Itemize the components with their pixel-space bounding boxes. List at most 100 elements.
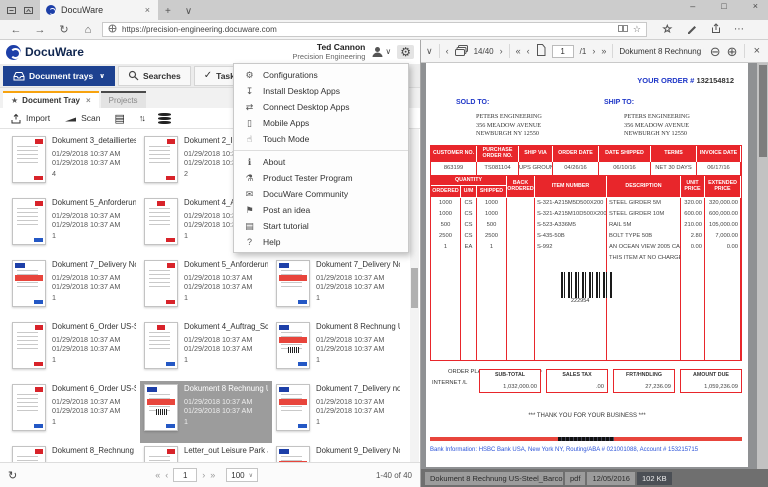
document-info: Dokument 7_Delivery no01/29/2018 10:37 A… (316, 384, 400, 440)
next-page-button[interactable]: › (592, 46, 595, 56)
document-thumbnail[interactable] (276, 260, 310, 307)
document-thumbnail[interactable] (12, 136, 46, 183)
document-item[interactable]: Dokument 7_Delivery No01/29/2018 10:37 A… (272, 257, 404, 319)
tray-tab-document-tray[interactable]: ★ Document Tray × (3, 91, 99, 108)
viewer-close-icon[interactable]: × (751, 45, 763, 57)
first-page-button[interactable]: « (155, 470, 160, 480)
url-input[interactable]: https://precision-engineering.docuware.c… (102, 22, 647, 37)
page-number-input[interactable] (552, 45, 574, 58)
hub-favorites-icon[interactable] (661, 21, 674, 39)
menu-item-install-desktop-apps[interactable]: ↧Install Desktop Apps (234, 83, 408, 99)
document-item[interactable]: Dokument 8_Rechnung I (8, 443, 140, 462)
document-thumbnail[interactable] (276, 384, 310, 431)
document-item[interactable]: Dokument 4_Auftrag_Sc01/29/2018 10:37 AM… (140, 319, 272, 381)
prev-document-button[interactable]: ‹ (446, 46, 449, 56)
menu-item-start-tutorial[interactable]: ▤Start tutorial (234, 218, 408, 234)
document-thumbnail[interactable] (144, 322, 178, 369)
menu-item-about[interactable]: ℹAbout (234, 154, 408, 170)
view-mode-icon[interactable]: ▤ (114, 112, 124, 125)
user-menu-button[interactable]: ∨ (371, 46, 391, 58)
document-thumbnail[interactable] (12, 198, 46, 245)
document-thumbnail[interactable] (144, 446, 178, 462)
menu-item-touch-mode[interactable]: ☝Touch Mode (234, 131, 408, 147)
next-document-button[interactable]: › (500, 46, 503, 56)
document-thumbnail[interactable] (12, 322, 46, 369)
document-thumbnail[interactable] (276, 322, 310, 369)
menu-separator (234, 150, 408, 151)
new-tab-button[interactable]: + (158, 6, 178, 20)
document-item[interactable]: Dokument 9_Delivery No (272, 443, 404, 462)
document-thumbnail[interactable] (12, 446, 46, 462)
annotate-pen-icon[interactable] (686, 21, 698, 39)
home-button[interactable]: ⌂ (78, 24, 98, 36)
tab-close-icon[interactable]: × (143, 5, 152, 15)
document-item[interactable]: Dokument 7_Delivery no01/29/2018 10:37 A… (272, 381, 404, 443)
document-thumbnail[interactable] (144, 136, 178, 183)
pdf-badge-icon (279, 449, 289, 454)
document-thumbnail[interactable] (276, 446, 310, 462)
prev-page-button[interactable]: ‹ (165, 470, 168, 480)
close-tab-icon[interactable]: × (86, 96, 91, 105)
prev-page-button[interactable]: ‹ (527, 46, 530, 56)
favorite-star-icon[interactable]: ☆ (633, 24, 641, 35)
pdf-badge-icon (15, 263, 25, 268)
window-close-button[interactable]: × (747, 1, 764, 11)
document-thumbnail[interactable] (12, 260, 46, 307)
zoom-in-icon[interactable]: ⊕ (727, 45, 738, 58)
page-icon (536, 44, 546, 58)
document-thumbnail[interactable] (144, 260, 178, 307)
window-maximize-button[interactable]: □ (715, 1, 732, 11)
document-thumbnail[interactable] (144, 198, 178, 245)
tabs-aside-icon[interactable] (6, 5, 17, 16)
tray-scrollbar[interactable] (410, 129, 419, 462)
sort-icon[interactable]: ↑↓ (139, 113, 144, 123)
document-item[interactable]: Dokument 8 Rechnung U01/29/2018 10:37 AM… (272, 319, 404, 381)
document-thumbnail[interactable] (144, 384, 178, 431)
back-button[interactable]: ← (6, 24, 26, 36)
document-item[interactable]: Dokument 3_detailliertes01/29/2018 10:37… (8, 133, 140, 195)
refresh-list-icon[interactable]: ↻ (8, 469, 17, 482)
nav-tab-searches[interactable]: Searches (118, 66, 191, 86)
refresh-button[interactable]: ↻ (54, 23, 74, 36)
document-item[interactable]: Dokument 8 Rechnung U01/29/2018 10:37 AM… (140, 381, 272, 443)
store-to-archive-icon[interactable] (158, 113, 171, 124)
menu-item-mobile-apps[interactable]: ▯Mobile Apps (234, 115, 408, 131)
document-item[interactable]: Dokument 5_Anforderun01/29/2018 10:37 AM… (140, 257, 272, 319)
document-item[interactable]: Dokument 5_Anforderun01/29/2018 10:37 AM… (8, 195, 140, 257)
page-size-select[interactable]: 100 ∨ (226, 468, 258, 482)
window-minimize-button[interactable]: – (684, 1, 701, 11)
more-options-icon[interactable]: ⋯ (734, 24, 744, 35)
viewer-collapse-chevron-icon[interactable]: ∨ (426, 46, 433, 57)
menu-item-docuware-community[interactable]: ✉DocuWare Community (234, 186, 408, 202)
share-icon[interactable] (710, 21, 722, 39)
scan-button[interactable]: Scan (64, 113, 100, 123)
menu-item-help[interactable]: ?Help (234, 234, 408, 249)
zoom-out-icon[interactable]: ⊖ (710, 45, 721, 58)
import-button[interactable]: Import (10, 113, 50, 124)
tab-preview-icon[interactable] (23, 5, 34, 16)
viewer-scrollbar[interactable] (757, 63, 768, 469)
browser-tab[interactable]: DocuWare × (40, 0, 158, 20)
document-thumbnail[interactable] (12, 384, 46, 431)
tray-tab-projects[interactable]: Projects (101, 91, 146, 108)
forward-button[interactable]: → (30, 24, 50, 36)
first-page-button[interactable]: « (516, 46, 521, 56)
document-item[interactable]: Letter_out Leisure Park J (140, 443, 272, 462)
last-page-button[interactable]: » (210, 470, 215, 480)
nav-tab-document-trays[interactable]: Document trays ∨ (3, 66, 115, 86)
tray-tab-label: Document Tray (22, 96, 80, 105)
document-item[interactable]: Dokument 6_Order US-S01/29/2018 10:37 AM… (8, 319, 140, 381)
menu-item-product-tester-program[interactable]: ⚗Product Tester Program (234, 170, 408, 186)
menu-item-post-an-idea[interactable]: ⚑Post an idea (234, 202, 408, 218)
reading-view-icon[interactable] (618, 24, 628, 35)
menu-item-configurations[interactable]: ⚙Configurations (234, 67, 408, 83)
next-page-button[interactable]: › (202, 470, 205, 480)
tab-list-chevron-icon[interactable]: ∨ (178, 6, 199, 20)
last-page-button[interactable]: » (601, 46, 606, 56)
document-item[interactable]: Dokument 6_Order US-S01/29/2018 10:37 AM… (8, 381, 140, 443)
settings-gear-icon[interactable]: ⚙ (397, 45, 414, 59)
page-number-input[interactable]: 1 (173, 468, 197, 482)
document-item[interactable]: Dokument 7_Delivery No01/29/2018 10:37 A… (8, 257, 140, 319)
viewer-file-name[interactable]: Dokument 8 Rechnung US-Steel_Barcod... (425, 472, 563, 485)
menu-item-connect-desktop-apps[interactable]: ⇄Connect Desktop Apps (234, 99, 408, 115)
